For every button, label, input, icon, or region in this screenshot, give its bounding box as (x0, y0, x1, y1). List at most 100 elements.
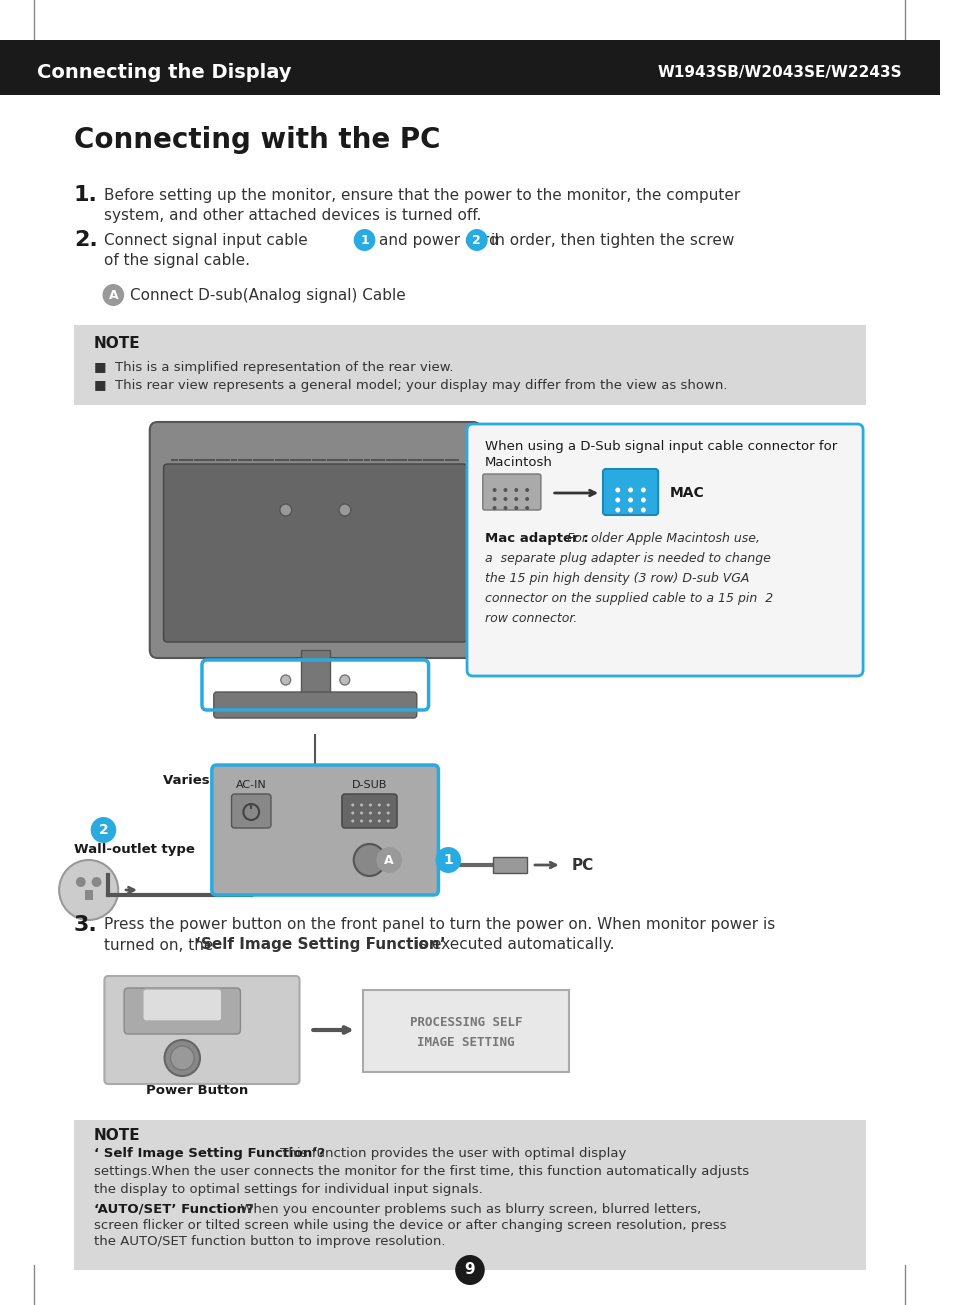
Text: settings.When the user connects the monitor for the first time, this function au: settings.When the user connects the moni… (93, 1165, 748, 1178)
Text: Press the power button on the front panel to turn the power on. When monitor pow: Press the power button on the front pane… (104, 917, 775, 933)
Text: connector on the supplied cable to a 15 pin  2: connector on the supplied cable to a 15 … (484, 592, 772, 606)
Text: IMAGE SETTING: IMAGE SETTING (416, 1035, 515, 1048)
Text: 1: 1 (360, 234, 369, 247)
FancyBboxPatch shape (124, 988, 240, 1034)
Circle shape (354, 844, 385, 876)
Text: D-SUB: D-SUB (352, 780, 387, 790)
Circle shape (91, 877, 101, 887)
Circle shape (435, 847, 460, 873)
Circle shape (615, 497, 619, 502)
Text: Connect D-sub(Analog signal) Cable: Connect D-sub(Analog signal) Cable (130, 287, 405, 303)
Circle shape (640, 508, 645, 513)
Text: a  separate plug adapter is needed to change: a separate plug adapter is needed to cha… (484, 552, 770, 565)
Circle shape (524, 488, 529, 492)
Circle shape (386, 804, 389, 806)
Circle shape (466, 228, 487, 251)
Text: A: A (384, 853, 394, 867)
Text: 9: 9 (464, 1262, 475, 1278)
Text: PC: PC (571, 857, 593, 873)
FancyBboxPatch shape (602, 468, 658, 515)
FancyBboxPatch shape (163, 465, 467, 642)
Circle shape (377, 812, 380, 814)
Text: 2.: 2. (73, 230, 97, 251)
Circle shape (369, 820, 372, 822)
Text: ■  This rear view represents a general model; your display may differ from the v: ■ This rear view represents a general mo… (93, 378, 726, 392)
FancyBboxPatch shape (467, 424, 862, 676)
Circle shape (377, 820, 380, 822)
Circle shape (514, 497, 517, 501)
Text: This function provides the user with optimal display: This function provides the user with opt… (275, 1147, 625, 1160)
Circle shape (338, 504, 351, 515)
Text: Before setting up the monitor, ensure that the power to the monitor, the compute: Before setting up the monitor, ensure th… (104, 188, 740, 202)
Text: PROCESSING SELF: PROCESSING SELF (410, 1015, 521, 1028)
Circle shape (615, 488, 619, 492)
Bar (300, 650, 330, 696)
Bar (492, 857, 527, 873)
Circle shape (514, 488, 517, 492)
Circle shape (503, 506, 507, 510)
Circle shape (359, 812, 363, 814)
Circle shape (524, 506, 529, 510)
Text: Mac adapter :: Mac adapter : (484, 532, 588, 545)
Text: 2: 2 (98, 823, 109, 837)
Text: NOTE: NOTE (93, 1128, 140, 1142)
FancyBboxPatch shape (0, 40, 939, 95)
Circle shape (339, 675, 350, 685)
FancyBboxPatch shape (73, 325, 865, 405)
Text: the display to optimal settings for individual input signals.: the display to optimal settings for indi… (93, 1182, 482, 1195)
Text: ■  This is a simplified representation of the rear view.: ■ This is a simplified representation of… (93, 360, 453, 373)
Text: 1: 1 (443, 853, 453, 867)
Text: ‘AUTO/SET’ Function?: ‘AUTO/SET’ Function? (93, 1202, 253, 1215)
Text: When using a D-Sub signal input cable connector for: When using a D-Sub signal input cable co… (484, 440, 836, 453)
Circle shape (455, 1255, 484, 1285)
Text: ‘Self Image Setting Function’: ‘Self Image Setting Function’ (194, 937, 445, 953)
Circle shape (369, 804, 372, 806)
Text: 3.: 3. (73, 915, 97, 934)
Text: W1943SB/W2043SE/W2243S: W1943SB/W2043SE/W2243S (658, 64, 902, 80)
Circle shape (91, 817, 116, 843)
Circle shape (164, 1040, 200, 1077)
Text: system, and other attached devices is turned off.: system, and other attached devices is tu… (104, 207, 481, 222)
FancyBboxPatch shape (482, 474, 540, 510)
Text: Macintosh: Macintosh (484, 455, 552, 468)
Circle shape (351, 812, 354, 814)
Circle shape (280, 675, 291, 685)
Circle shape (76, 877, 86, 887)
Circle shape (640, 488, 645, 492)
Circle shape (102, 284, 124, 305)
Text: and power cord: and power cord (379, 232, 498, 248)
Circle shape (640, 497, 645, 502)
Text: of the signal cable.: of the signal cable. (104, 252, 251, 268)
Text: Power Button: Power Button (146, 1083, 248, 1096)
Circle shape (377, 804, 380, 806)
Text: Connecting the Display: Connecting the Display (37, 63, 292, 81)
FancyBboxPatch shape (104, 976, 299, 1084)
Text: 1.: 1. (73, 185, 97, 205)
Text: Varies according to model.: Varies according to model. (162, 774, 363, 787)
Text: Wall-outlet type: Wall-outlet type (73, 843, 194, 856)
Text: NOTE: NOTE (93, 335, 140, 351)
Circle shape (627, 508, 633, 513)
Text: screen flicker or tilted screen while using the device or after changing screen : screen flicker or tilted screen while us… (93, 1219, 725, 1232)
FancyBboxPatch shape (362, 990, 569, 1071)
Text: ‘ Self Image Setting Function’?: ‘ Self Image Setting Function’? (93, 1147, 324, 1160)
Text: MAC: MAC (669, 485, 704, 500)
Circle shape (503, 497, 507, 501)
Circle shape (359, 820, 363, 822)
Text: turned on, the: turned on, the (104, 937, 218, 953)
FancyBboxPatch shape (213, 692, 416, 718)
Circle shape (376, 847, 401, 873)
FancyBboxPatch shape (232, 793, 271, 827)
Circle shape (492, 506, 497, 510)
Circle shape (492, 488, 497, 492)
Circle shape (369, 812, 372, 814)
Text: When you encounter problems such as blurry screen, blurred letters,: When you encounter problems such as blur… (236, 1202, 701, 1215)
Circle shape (615, 508, 619, 513)
Circle shape (386, 812, 389, 814)
Circle shape (279, 504, 292, 515)
Circle shape (354, 228, 375, 251)
Text: 2: 2 (472, 234, 480, 247)
Text: is executed automatically.: is executed automatically. (410, 937, 614, 953)
Text: AC-IN: AC-IN (235, 780, 266, 790)
Text: in order, then tighten the screw: in order, then tighten the screw (490, 232, 733, 248)
